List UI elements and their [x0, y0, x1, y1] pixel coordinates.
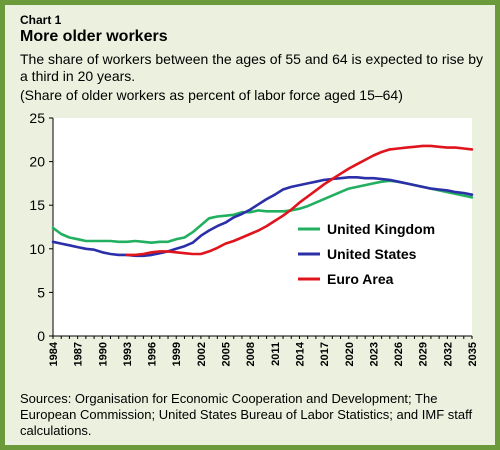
series-line-2 — [51, 176, 474, 258]
x-tick-label: 2005 — [221, 342, 233, 366]
y-tick-label: 25 — [29, 110, 45, 126]
chart-number: Chart 1 — [20, 13, 62, 27]
x-tick-label: 2026 — [393, 342, 405, 366]
x-tick-label: 2011 — [270, 342, 282, 366]
legend-label: United States — [327, 246, 417, 262]
sources-note: Sources: Organisation for Economic Coope… — [20, 391, 473, 438]
chart-subtitle: The share of workers between the ages of… — [20, 51, 484, 84]
x-tick-label: 1990 — [97, 342, 109, 366]
series-line-3 — [125, 144, 474, 257]
chart-title: More older workers — [20, 28, 168, 45]
y-tick-label: 0 — [37, 328, 45, 344]
y-tick-label: 10 — [29, 241, 45, 257]
x-tick-label: 2020 — [344, 342, 356, 366]
y-tick-label: 20 — [29, 154, 45, 170]
x-tick-label: 2023 — [368, 342, 380, 366]
x-tick-label: 1987 — [73, 342, 85, 366]
legend-label: Euro Area — [327, 271, 394, 287]
x-tick-label: 2008 — [245, 342, 257, 366]
chart-note: (Share of older workers as percent of la… — [20, 87, 403, 103]
x-tick-label: 2029 — [418, 342, 430, 366]
x-tick-label: 1999 — [171, 342, 183, 366]
x-tick-label: 1996 — [147, 342, 159, 366]
x-tick-label: 1993 — [122, 342, 134, 366]
x-tick-label: 2014 — [294, 341, 306, 366]
y-tick-label: 15 — [29, 197, 45, 213]
x-tick-label: 1984 — [48, 341, 60, 366]
x-tick-label: 2032 — [442, 342, 454, 366]
x-tick-label: 2035 — [467, 342, 479, 366]
x-tick-label: 2002 — [196, 342, 208, 366]
y-tick-label: 5 — [37, 284, 45, 300]
legend-label: United Kingdom — [327, 221, 435, 237]
x-tick-label: 2017 — [319, 342, 331, 366]
